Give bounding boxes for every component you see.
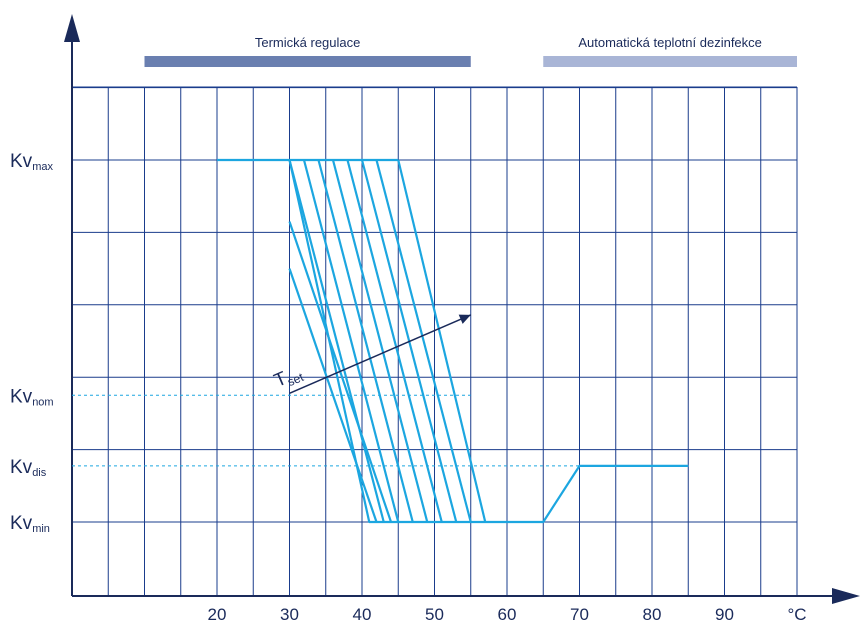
x-tick-label: 90 [715, 605, 734, 624]
kv-label-max: Kvmax [10, 151, 53, 173]
curve-line-9 [288, 268, 378, 523]
tset-arrow-head-icon [458, 314, 471, 324]
curve-line-3 [317, 159, 414, 523]
x-axis-arrow-icon [832, 588, 860, 604]
x-tick-label: 30 [280, 605, 299, 624]
band-label-0: Termická regulace [255, 35, 361, 50]
kv-label-nom: Kvnom [10, 386, 54, 408]
x-tick-label: 80 [643, 605, 662, 624]
x-tick-label: 40 [353, 605, 372, 624]
x-tick-label: °C [787, 605, 806, 624]
band-label-1: Automatická teplotní dezinfekce [578, 35, 762, 50]
curve-line-5 [346, 159, 443, 523]
curve-line-11 [397, 159, 487, 523]
tset-arrow-line [289, 314, 472, 394]
curve-line-4 [331, 159, 429, 523]
kv-label-min: Kvmin [10, 513, 50, 535]
x-tick-label: 20 [208, 605, 227, 624]
x-tick-label: 50 [425, 605, 444, 624]
y-axis-arrow-icon [64, 14, 80, 42]
band-bar-1 [543, 56, 797, 67]
band-bar-0 [144, 56, 471, 67]
curve-line-7 [375, 159, 472, 523]
curve-line-12 [507, 464, 689, 524]
curve-line-2 [302, 159, 400, 523]
kv-label-dis: Kvdis [10, 457, 47, 479]
x-tick-label: 70 [570, 605, 589, 624]
curve-line-1 [288, 159, 385, 523]
x-tick-label: 60 [498, 605, 517, 624]
